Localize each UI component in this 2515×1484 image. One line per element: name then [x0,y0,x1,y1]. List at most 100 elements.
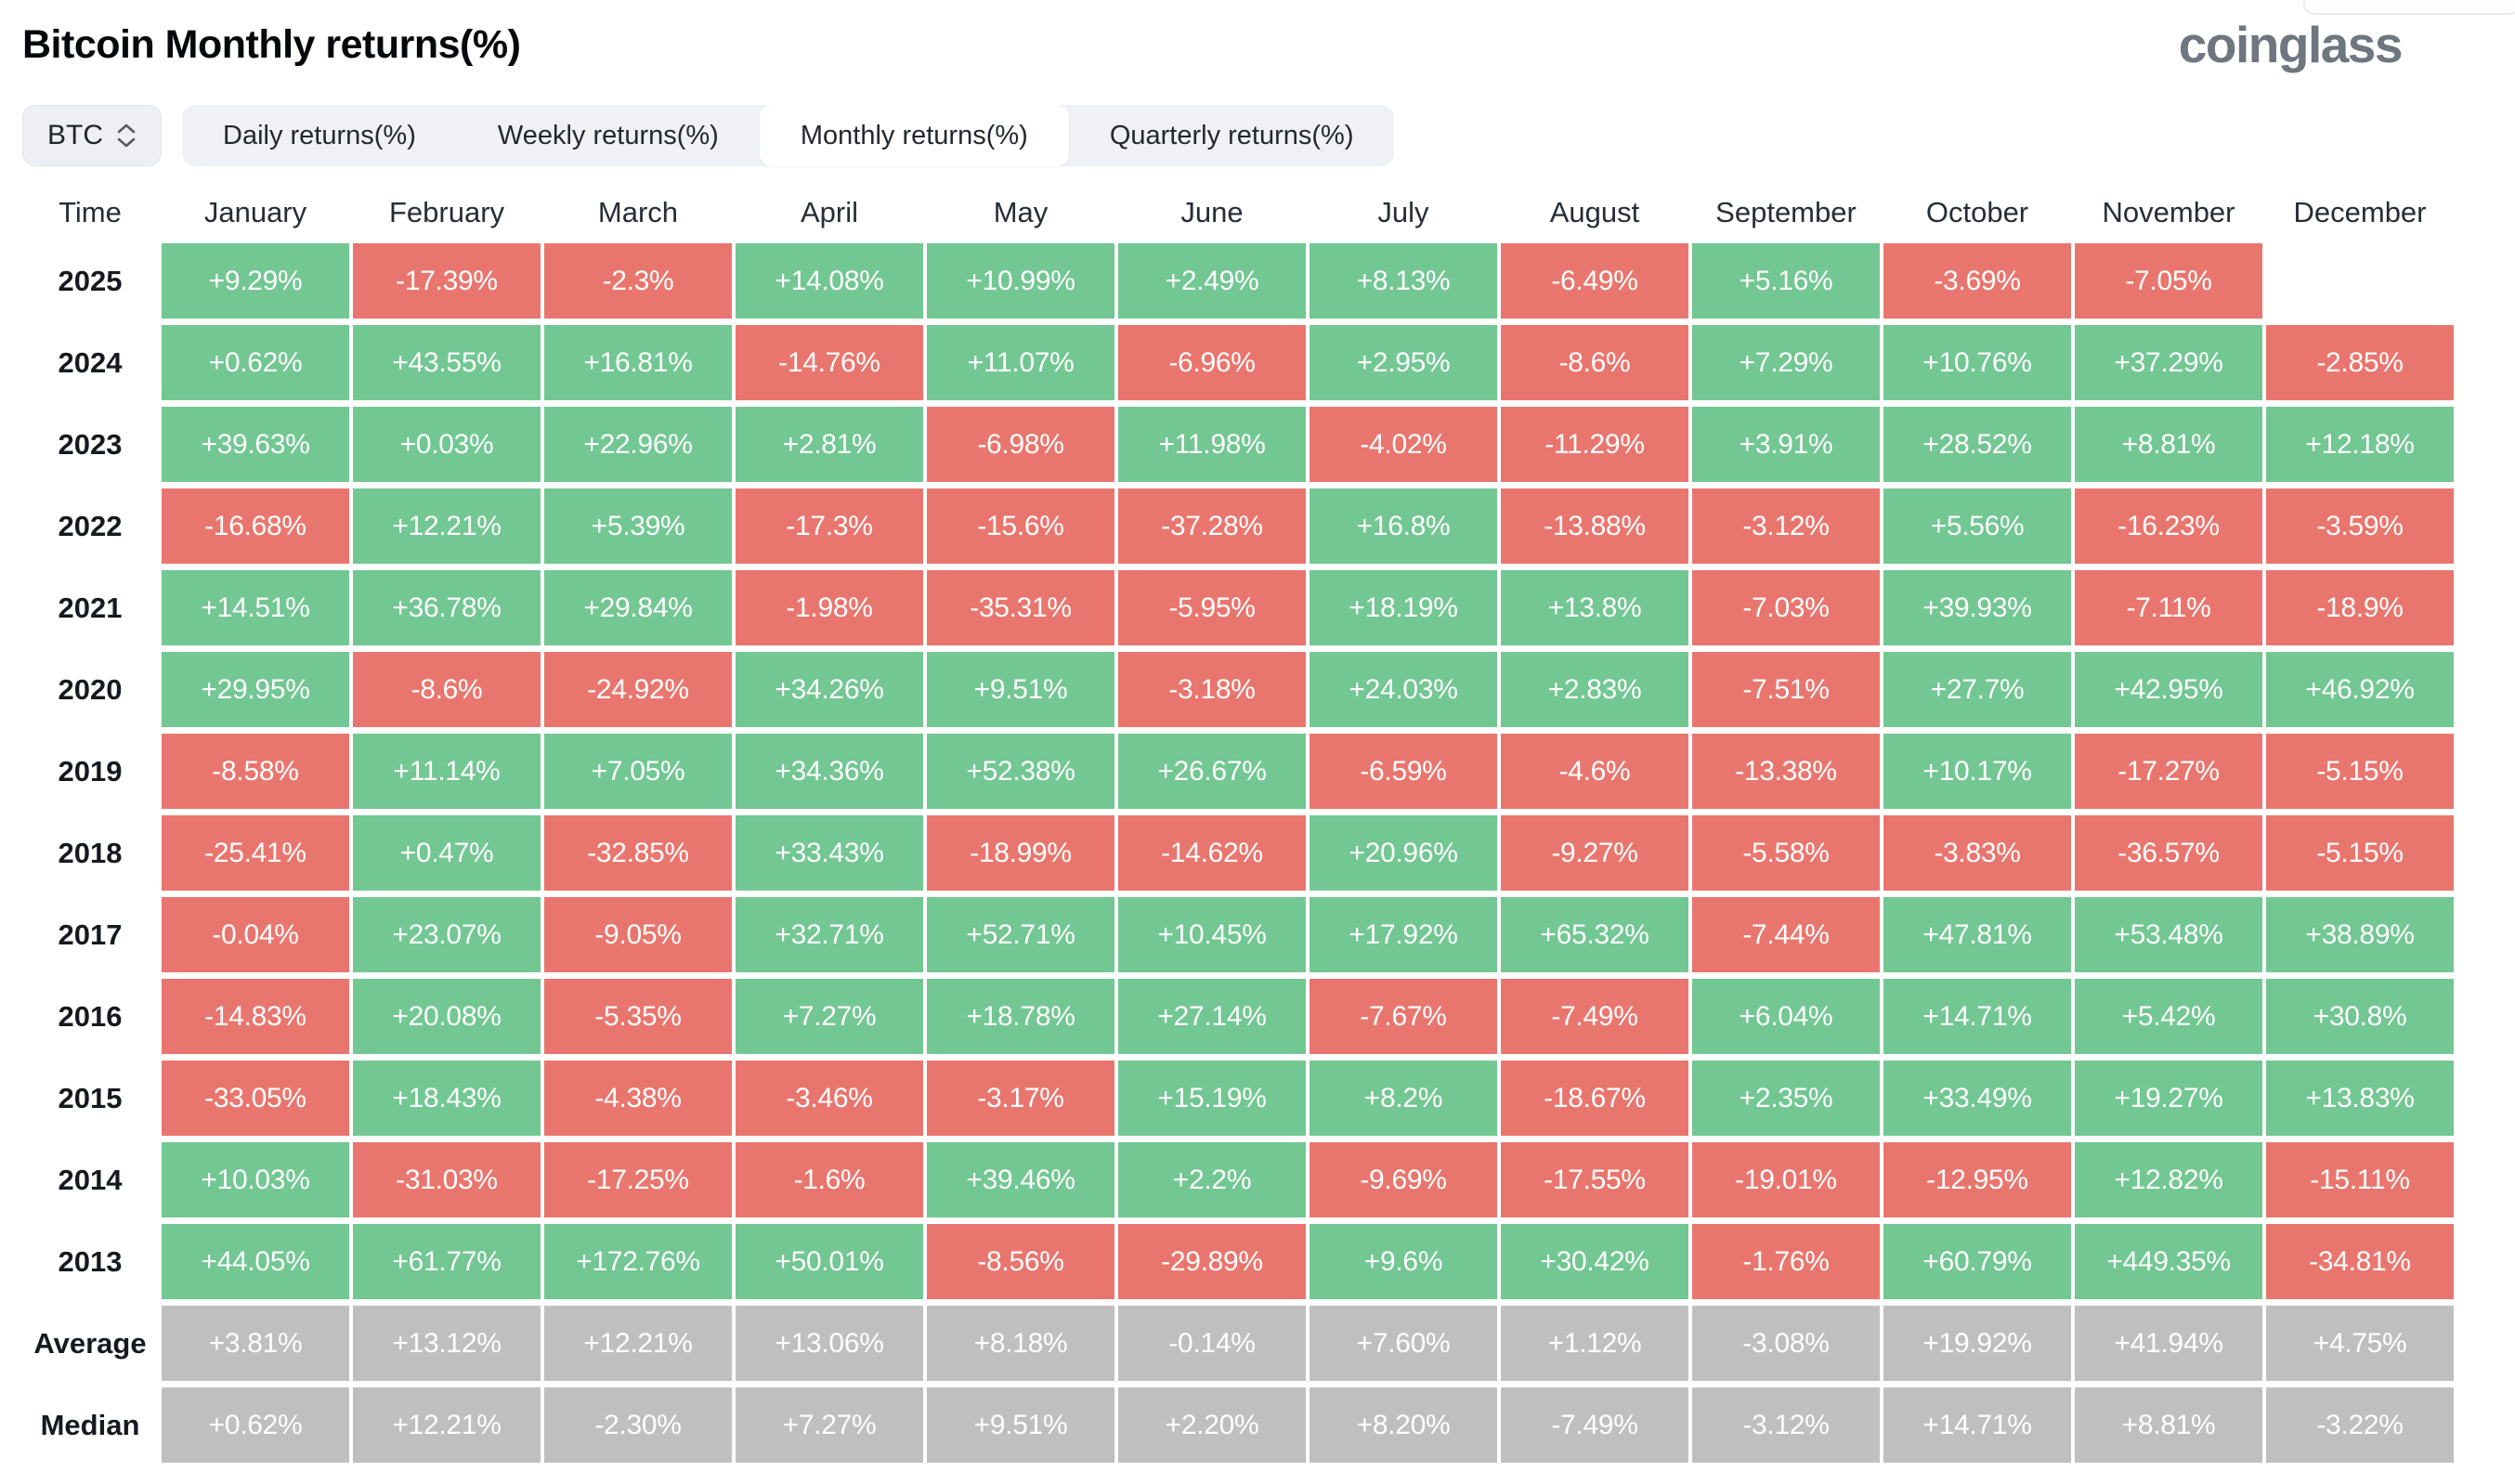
return-cell: +30.42% [1501,1224,1688,1299]
return-cell: +12.21% [353,1387,541,1463]
return-cell: -36.57% [2075,815,2262,891]
return-cell: +9.6% [1310,1224,1497,1299]
return-cell: +37.29% [2075,325,2262,400]
return-cell: -3.12% [1692,488,1880,564]
return-cell: -3.59% [2266,488,2454,564]
time-column-header: Time [59,196,122,228]
return-cell: -15.11% [2266,1142,2454,1217]
return-cell: -5.35% [544,979,732,1054]
return-cell: -2.30% [544,1387,732,1463]
return-cell: +65.32% [1501,897,1688,972]
return-cell: -7.44% [1692,897,1880,972]
return-cell: +60.79% [1883,1224,2071,1299]
return-cell: +50.01% [736,1224,923,1299]
return-cell: +42.95% [2075,652,2262,727]
column-header: December [2293,196,2427,228]
row-label: 2021 [58,591,123,624]
return-cell: +8.2% [1310,1061,1497,1136]
return-cell: +34.26% [736,652,923,727]
return-cell: +10.45% [1118,897,1306,972]
returns-heatmap-table: Time January February March April May June July… [22,189,2454,1463]
symbol-select-label: BTC [47,120,103,150]
return-cell: +7.27% [736,979,923,1054]
return-cell: -17.55% [1501,1142,1688,1217]
return-cell: -9.27% [1501,815,1688,891]
page-title: Bitcoin Monthly returns(%) [22,22,521,67]
column-header: March [597,196,679,228]
return-cell: -18.67% [1501,1061,1688,1136]
return-cell: +29.84% [544,570,732,645]
return-cell: +9.29% [162,243,349,319]
column-header: November [2102,196,2235,228]
return-cell: +7.27% [736,1387,923,1463]
return-cell: +8.81% [2075,1387,2262,1463]
row-label: 2017 [58,918,123,951]
return-cell: +18.78% [927,979,1114,1054]
return-cell: +0.62% [162,1387,349,1463]
row-label: 2022 [58,509,123,542]
return-cell: +26.67% [1118,734,1306,809]
return-cell: +13.06% [736,1306,923,1381]
return-cell: -25.41% [162,815,349,891]
return-cell: +22.96% [544,407,732,482]
return-cell: -34.81% [2266,1224,2454,1299]
return-cell: -35.31% [927,570,1114,645]
return-cell: -1.98% [736,570,923,645]
return-cell: +2.35% [1692,1061,1880,1136]
return-cell: -7.11% [2075,570,2262,645]
return-cell: +0.03% [353,407,541,482]
return-cell: +20.08% [353,979,541,1054]
return-cell: +17.92% [1310,897,1497,972]
return-cell: +18.19% [1310,570,1497,645]
return-cell: -3.83% [1883,815,2071,891]
return-cell: +19.27% [2075,1061,2262,1136]
column-header: August [1549,196,1640,228]
return-cell: +8.20% [1310,1387,1497,1463]
return-cell: -3.69% [1883,243,2071,319]
return-cell: +11.98% [1118,407,1306,482]
symbol-select[interactable]: BTC [22,105,162,166]
return-cell: +20.96% [1310,815,1497,891]
tab-weekly-returns[interactable]: Weekly returns(%) [497,120,719,150]
return-cell: -19.01% [1692,1142,1880,1217]
return-cell: -17.3% [736,488,923,564]
row-label: Average [33,1326,147,1360]
return-cell: +29.95% [162,652,349,727]
return-cell: -0.04% [162,897,349,972]
column-header: June [1180,196,1244,228]
tab-quarterly-returns[interactable]: Quarterly returns(%) [1109,120,1354,150]
return-cell: -6.96% [1118,325,1306,400]
return-cell: -5.15% [2266,815,2454,891]
tab-daily-returns[interactable]: Daily returns(%) [223,120,416,150]
return-cell: +33.49% [1883,1061,2071,1136]
return-cell: +3.91% [1692,407,1880,482]
return-cell: +28.52% [1883,407,2071,482]
return-cell: +34.36% [736,734,923,809]
coinglass-logo[interactable]: coinglass [2178,16,2404,73]
return-cell: +12.18% [2266,407,2454,482]
return-cell: +11.07% [927,325,1114,400]
return-cell: +18.43% [353,1061,541,1136]
return-cell: +2.20% [1118,1387,1306,1463]
return-cell: +0.62% [162,325,349,400]
row-label: 2019 [58,754,123,788]
return-cell: +5.39% [544,488,732,564]
return-cell: +44.05% [162,1224,349,1299]
return-cell: +10.99% [927,243,1114,319]
tab-monthly-returns[interactable]: Monthly returns(%) [759,105,1069,166]
return-cell: +30.8% [2266,979,2454,1054]
return-cell: -17.25% [544,1142,732,1217]
row-label: 2023 [58,427,123,461]
row-label: 2014 [58,1163,123,1196]
return-cell: +1.12% [1501,1306,1688,1381]
return-cell: +19.92% [1883,1306,2071,1381]
row-label: 2024 [58,345,123,379]
return-cell: +53.48% [2075,897,2262,972]
return-cell: +16.81% [544,325,732,400]
return-cell: +41.94% [2075,1306,2262,1381]
return-cell: -6.49% [1501,243,1688,319]
return-cell: +61.77% [353,1224,541,1299]
return-cell: +11.14% [353,734,541,809]
column-header: April [800,196,858,228]
return-cell: -11.29% [1501,407,1688,482]
